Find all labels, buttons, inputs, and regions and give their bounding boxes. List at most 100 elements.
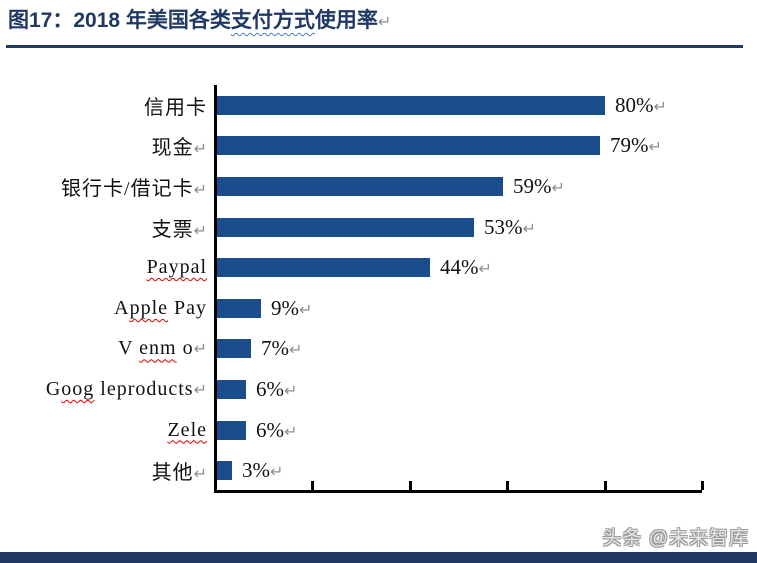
spellcheck-underlined-text: enm bbox=[139, 337, 177, 360]
value-label: 3%↵ bbox=[242, 458, 283, 483]
label-text: 信用卡 bbox=[144, 96, 207, 119]
bar-row: 其他↵ 3%↵ bbox=[0, 450, 757, 491]
label-text: 银行卡/借记卡 bbox=[61, 177, 194, 200]
value-text: 6% bbox=[256, 376, 284, 401]
value-text: 79% bbox=[610, 133, 649, 158]
category-label: V enm o↵ bbox=[0, 337, 211, 360]
label-text: 现金 bbox=[151, 137, 194, 160]
paragraph-return-mark: ↵ bbox=[377, 12, 392, 31]
value-label: 6%↵ bbox=[256, 418, 297, 443]
bar-row: Apple Pay 9%↵ bbox=[0, 288, 757, 329]
figure-title: 图17：2018 年美国各类支付方式使用率↵ bbox=[8, 6, 391, 35]
label-text: V bbox=[118, 337, 140, 360]
category-label: Apple Pay bbox=[0, 297, 211, 320]
paragraph-return-mark: ↵ bbox=[270, 462, 284, 482]
title-rule-divider bbox=[6, 45, 743, 48]
value-text: 53% bbox=[484, 214, 523, 239]
bar bbox=[217, 217, 474, 237]
category-label: Zele bbox=[0, 419, 211, 442]
axis-tick bbox=[701, 481, 704, 490]
label-text: 使用率 bbox=[314, 9, 378, 32]
paragraph-return-mark: ↵ bbox=[551, 177, 565, 197]
bar bbox=[217, 95, 605, 115]
label-text: 图17：2018 年美国各类 bbox=[8, 9, 231, 32]
paragraph-return-mark: ↵ bbox=[289, 340, 303, 360]
bar-row: Goog leproducts↵ 6%↵ bbox=[0, 369, 757, 410]
value-label: 79%↵ bbox=[610, 133, 662, 158]
x-axis-line bbox=[214, 490, 702, 493]
category-label: Paypal bbox=[0, 256, 211, 279]
bottom-stripe bbox=[0, 552, 757, 563]
paragraph-return-mark: ↵ bbox=[478, 259, 492, 279]
paragraph-return-mark: ↵ bbox=[299, 299, 313, 319]
paragraph-return-mark: ↵ bbox=[193, 379, 207, 399]
value-label: 80%↵ bbox=[615, 93, 667, 118]
label-text: A bbox=[114, 296, 130, 319]
value-label: 9%↵ bbox=[271, 296, 312, 321]
value-text: 80% bbox=[615, 92, 654, 117]
bar bbox=[217, 298, 261, 318]
axis-tick bbox=[506, 481, 510, 490]
paragraph-return-mark: ↵ bbox=[193, 220, 207, 240]
paragraph-return-mark: ↵ bbox=[284, 421, 298, 441]
axis-tick bbox=[408, 481, 412, 490]
category-label: Goog leproducts↵ bbox=[0, 378, 211, 401]
category-label: 信用卡 bbox=[0, 91, 211, 120]
label-text: Pay bbox=[168, 296, 207, 319]
paragraph-return-mark: ↵ bbox=[653, 96, 667, 116]
value-label: 44%↵ bbox=[440, 255, 492, 280]
bar-row: V enm o↵ 7%↵ bbox=[0, 329, 757, 370]
y-axis-line bbox=[214, 85, 217, 493]
paragraph-return-mark: ↵ bbox=[193, 179, 207, 199]
label-text: 其他 bbox=[151, 462, 194, 485]
category-label: 支票↵ bbox=[0, 213, 211, 242]
bar bbox=[217, 461, 232, 481]
bar bbox=[217, 136, 600, 156]
bar-row: 信用卡 80%↵ bbox=[0, 85, 757, 126]
spellcheck-underlined-text: 支付方式 bbox=[230, 9, 315, 32]
value-text: 6% bbox=[256, 417, 284, 442]
bar-row: 现金↵ 79%↵ bbox=[0, 126, 757, 167]
value-label: 6%↵ bbox=[256, 377, 297, 402]
value-text: 7% bbox=[261, 336, 289, 361]
bar bbox=[217, 420, 246, 440]
value-text: 9% bbox=[271, 295, 299, 320]
label-text: 支票 bbox=[151, 218, 194, 241]
bar-row: Paypal 44%↵ bbox=[0, 247, 757, 288]
paragraph-return-mark: ↵ bbox=[284, 380, 298, 400]
bar bbox=[217, 379, 246, 399]
paragraph-return-mark: ↵ bbox=[193, 464, 207, 484]
spellcheck-underlined-text: Zele bbox=[167, 418, 207, 441]
bar-row: Zele 6%↵ bbox=[0, 410, 757, 451]
bar bbox=[217, 258, 430, 278]
value-text: 44% bbox=[440, 255, 479, 280]
value-label: 53%↵ bbox=[484, 215, 536, 240]
watermark: 头条 @未来智库 bbox=[602, 528, 749, 549]
value-label: 7%↵ bbox=[261, 336, 302, 361]
bar-chart: 信用卡 80%↵ 现金↵ 79%↵ 银行卡/借记卡↵ 59%↵ 支票↵ 53%↵ Paypal 4… bbox=[0, 85, 757, 493]
bar bbox=[217, 176, 503, 196]
paragraph-return-mark: ↵ bbox=[648, 137, 662, 157]
label-text: G bbox=[45, 377, 62, 400]
value-text: 3% bbox=[242, 458, 270, 483]
category-label: 其他↵ bbox=[0, 456, 211, 485]
axis-tick bbox=[311, 481, 315, 490]
bar-row: 银行卡/借记卡↵ 59%↵ bbox=[0, 166, 757, 207]
bar-row: 支票↵ 53%↵ bbox=[0, 207, 757, 248]
label-text: o bbox=[176, 337, 194, 360]
spellcheck-underlined-text: pple bbox=[129, 296, 168, 319]
bar bbox=[217, 339, 251, 359]
paragraph-return-mark: ↵ bbox=[522, 218, 536, 238]
spellcheck-underlined-text: oog bbox=[61, 377, 95, 400]
axis-tick bbox=[603, 481, 607, 490]
value-text: 59% bbox=[513, 173, 552, 198]
value-label: 59%↵ bbox=[513, 174, 565, 199]
label-text: leproducts bbox=[94, 377, 194, 400]
axis-tick bbox=[214, 481, 217, 490]
category-label: 现金↵ bbox=[0, 131, 211, 160]
category-label: 银行卡/借记卡↵ bbox=[0, 172, 211, 201]
spellcheck-underlined-text: Paypal bbox=[146, 256, 207, 279]
paragraph-return-mark: ↵ bbox=[193, 139, 207, 159]
paragraph-return-mark: ↵ bbox=[193, 339, 207, 359]
